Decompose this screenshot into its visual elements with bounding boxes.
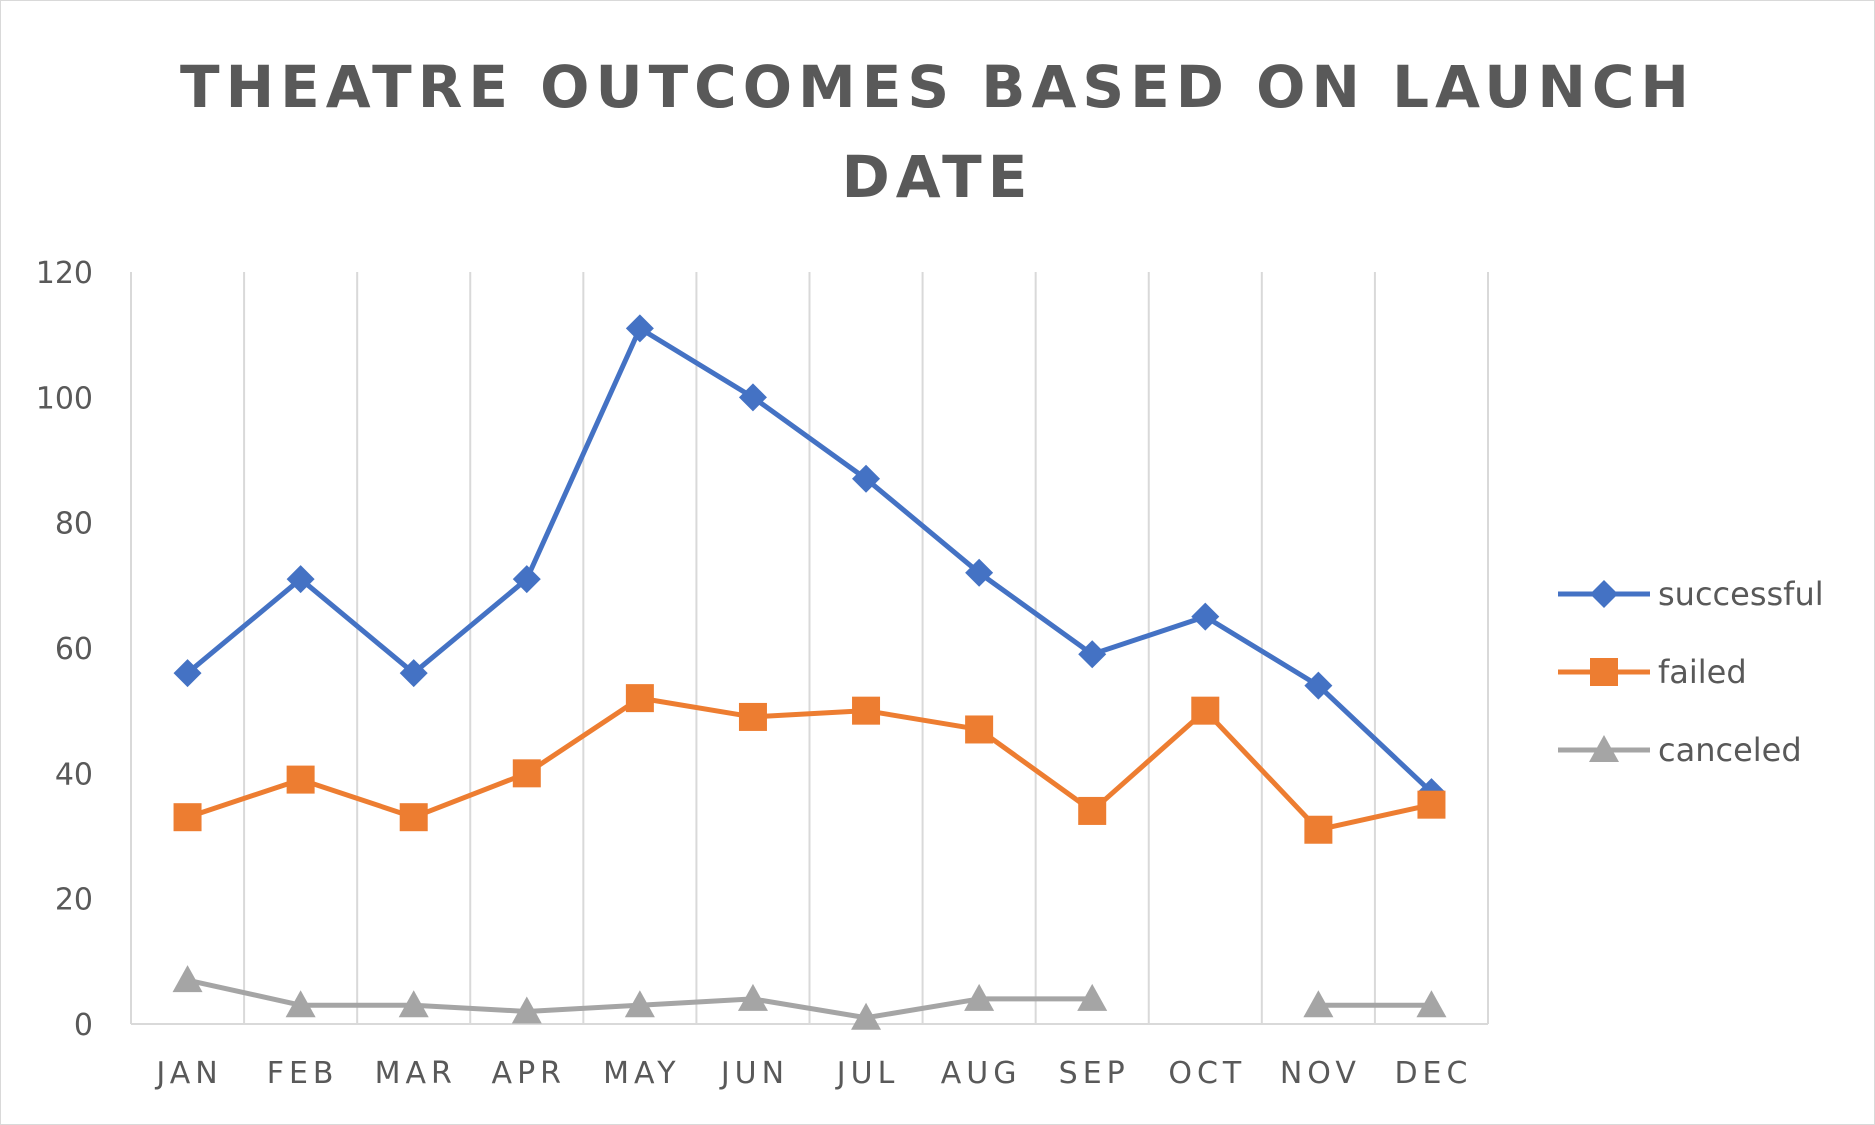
series-line-successful [185, 325, 1434, 794]
data-point-failed [965, 715, 994, 744]
data-point-failed [512, 759, 541, 788]
data-point-failed [173, 803, 202, 832]
data-point-successful [1078, 640, 1107, 669]
gridlines [130, 272, 1489, 1025]
x-tick-label: APR [492, 1056, 566, 1091]
data-point-failed [625, 684, 654, 713]
data-point-successful [852, 464, 881, 493]
series-canceled [172, 965, 1447, 1030]
x-axis-ticks: JAN FEB MAR APR MAY JUN JUL AUG SEP OCT NOV DEC [154, 1056, 1472, 1091]
data-point-canceled [172, 965, 203, 993]
data-point-successful [1191, 602, 1220, 631]
y-axis-ticks: 0 20 40 60 80 100 120 [36, 256, 93, 1043]
x-tick-label: MAR [375, 1056, 457, 1091]
data-point-successful [965, 558, 994, 587]
data-point-canceled [964, 983, 995, 1011]
series [172, 314, 1447, 1030]
data-point-canceled [398, 990, 429, 1018]
x-tick-label: SEP [1059, 1056, 1130, 1091]
data-point-failed [852, 696, 881, 725]
data-point-failed [1304, 815, 1333, 844]
data-point-canceled [1303, 990, 1334, 1018]
legend-label-failed: failed [1658, 653, 1747, 691]
data-point-canceled [624, 990, 655, 1018]
chart-title: THEATRE OUTCOMES BASED ON LAUNCH DATE [180, 53, 1695, 211]
data-point-successful [173, 659, 202, 688]
data-point-successful [738, 383, 767, 412]
data-point-failed [399, 803, 428, 832]
y-tick-label: 60 [55, 632, 93, 667]
data-point-successful [286, 565, 315, 594]
x-tick-label: JAN [154, 1056, 222, 1091]
legend-marker-failed [1590, 658, 1618, 686]
data-point-failed [1417, 790, 1446, 819]
x-tick-label: MAY [603, 1056, 680, 1091]
data-point-canceled [285, 990, 316, 1018]
y-tick-label: 20 [55, 883, 93, 918]
data-point-failed [286, 765, 315, 794]
data-point-successful [625, 314, 654, 343]
x-tick-label: JUL [835, 1056, 900, 1091]
legend-marker-canceled [1589, 735, 1619, 762]
data-point-failed [738, 702, 767, 731]
x-tick-label: OCT [1168, 1056, 1246, 1091]
legend-label-successful: successful [1658, 575, 1824, 613]
series-line-failed [186, 695, 1432, 833]
data-point-canceled [851, 1002, 882, 1030]
legend-marker-successful [1590, 580, 1618, 608]
x-tick-label: AUG [941, 1056, 1022, 1091]
x-tick-label: FEB [267, 1056, 339, 1091]
y-tick-label: 0 [74, 1008, 93, 1043]
x-tick-label: NOV [1280, 1056, 1361, 1091]
data-point-failed [1078, 796, 1107, 825]
y-tick-label: 120 [36, 256, 93, 291]
data-point-failed [1191, 696, 1220, 725]
data-point-successful [1304, 671, 1333, 700]
x-tick-label: JUN [719, 1056, 789, 1091]
y-tick-label: 40 [55, 757, 93, 792]
y-tick-label: 80 [55, 507, 93, 542]
x-tick-label: DEC [1394, 1056, 1472, 1091]
data-point-successful [512, 565, 541, 594]
series-failed [173, 684, 1446, 844]
data-point-canceled [737, 983, 768, 1011]
legend: successful failed canceled [1558, 575, 1824, 769]
data-point-canceled [511, 996, 542, 1024]
data-point-canceled [1077, 983, 1108, 1011]
y-tick-label: 100 [36, 381, 93, 416]
data-point-canceled [1416, 990, 1447, 1018]
data-point-successful [399, 659, 428, 688]
legend-label-canceled: canceled [1658, 731, 1802, 769]
